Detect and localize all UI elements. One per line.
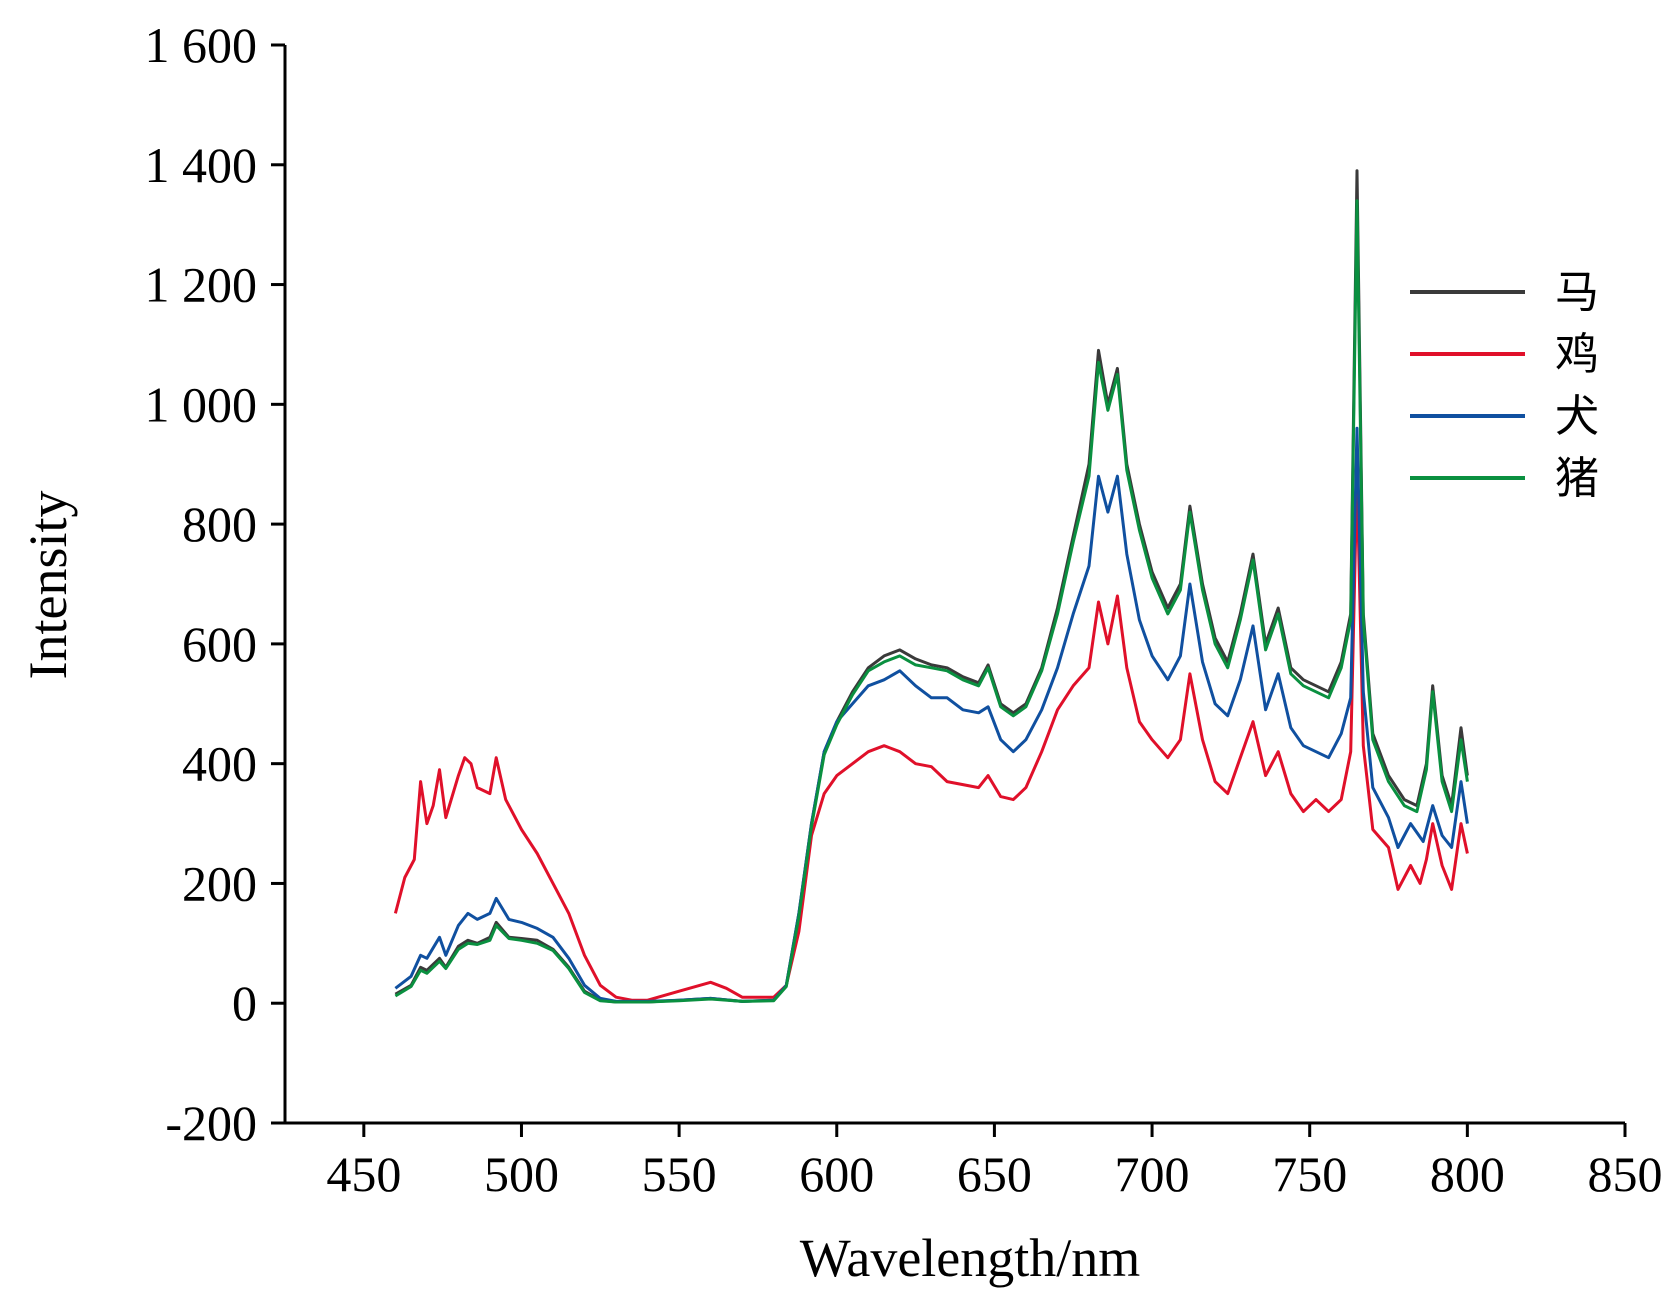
series-line-4 [394, 199, 1469, 1004]
legend-label: 鸡 [1555, 329, 1599, 380]
x-axis-title: Wavelength/nm [800, 1228, 1141, 1288]
y-tick-label: 400 [182, 736, 257, 792]
legend-label: 猪 [1555, 453, 1599, 504]
series-line-1 [394, 169, 1469, 1004]
x-tick-label: 450 [326, 1146, 401, 1202]
series-line-2 [393, 474, 1469, 1002]
y-tick-label: 800 [182, 496, 257, 552]
x-tick-label: 750 [1272, 1146, 1347, 1202]
x-tick-label: 600 [799, 1146, 874, 1202]
y-tick-label: 1 200 [145, 257, 258, 313]
y-tick-label: 1 000 [145, 376, 258, 432]
y-tick-label: 600 [182, 616, 257, 672]
y-tick-label: 200 [182, 855, 257, 911]
x-tick-label: 650 [957, 1146, 1032, 1202]
y-axis-title: Intensity [18, 491, 78, 680]
x-tick-label: 800 [1430, 1146, 1505, 1202]
series-lines [393, 169, 1469, 1004]
legend-label: 马 [1555, 267, 1599, 318]
x-axis-ticks: 450 500 550 600 650 700 750 800 850 [326, 1123, 1663, 1202]
y-tick-label: -200 [165, 1095, 257, 1151]
x-tick-label: 700 [1115, 1146, 1190, 1202]
y-tick-label: 1 400 [145, 137, 258, 193]
series-line-3 [394, 426, 1469, 1003]
x-tick-label: 550 [642, 1146, 717, 1202]
y-axis-ticks: -200 0 200 400 600 800 1 000 1 200 1 400 1 600 [145, 17, 285, 1151]
y-tick-label: 0 [232, 975, 257, 1031]
x-tick-label: 850 [1588, 1146, 1663, 1202]
y-tick-label: 1 600 [145, 17, 258, 73]
axes [283, 45, 1625, 1125]
legend-label: 犬 [1555, 391, 1599, 442]
x-tick-label: 500 [484, 1146, 559, 1202]
